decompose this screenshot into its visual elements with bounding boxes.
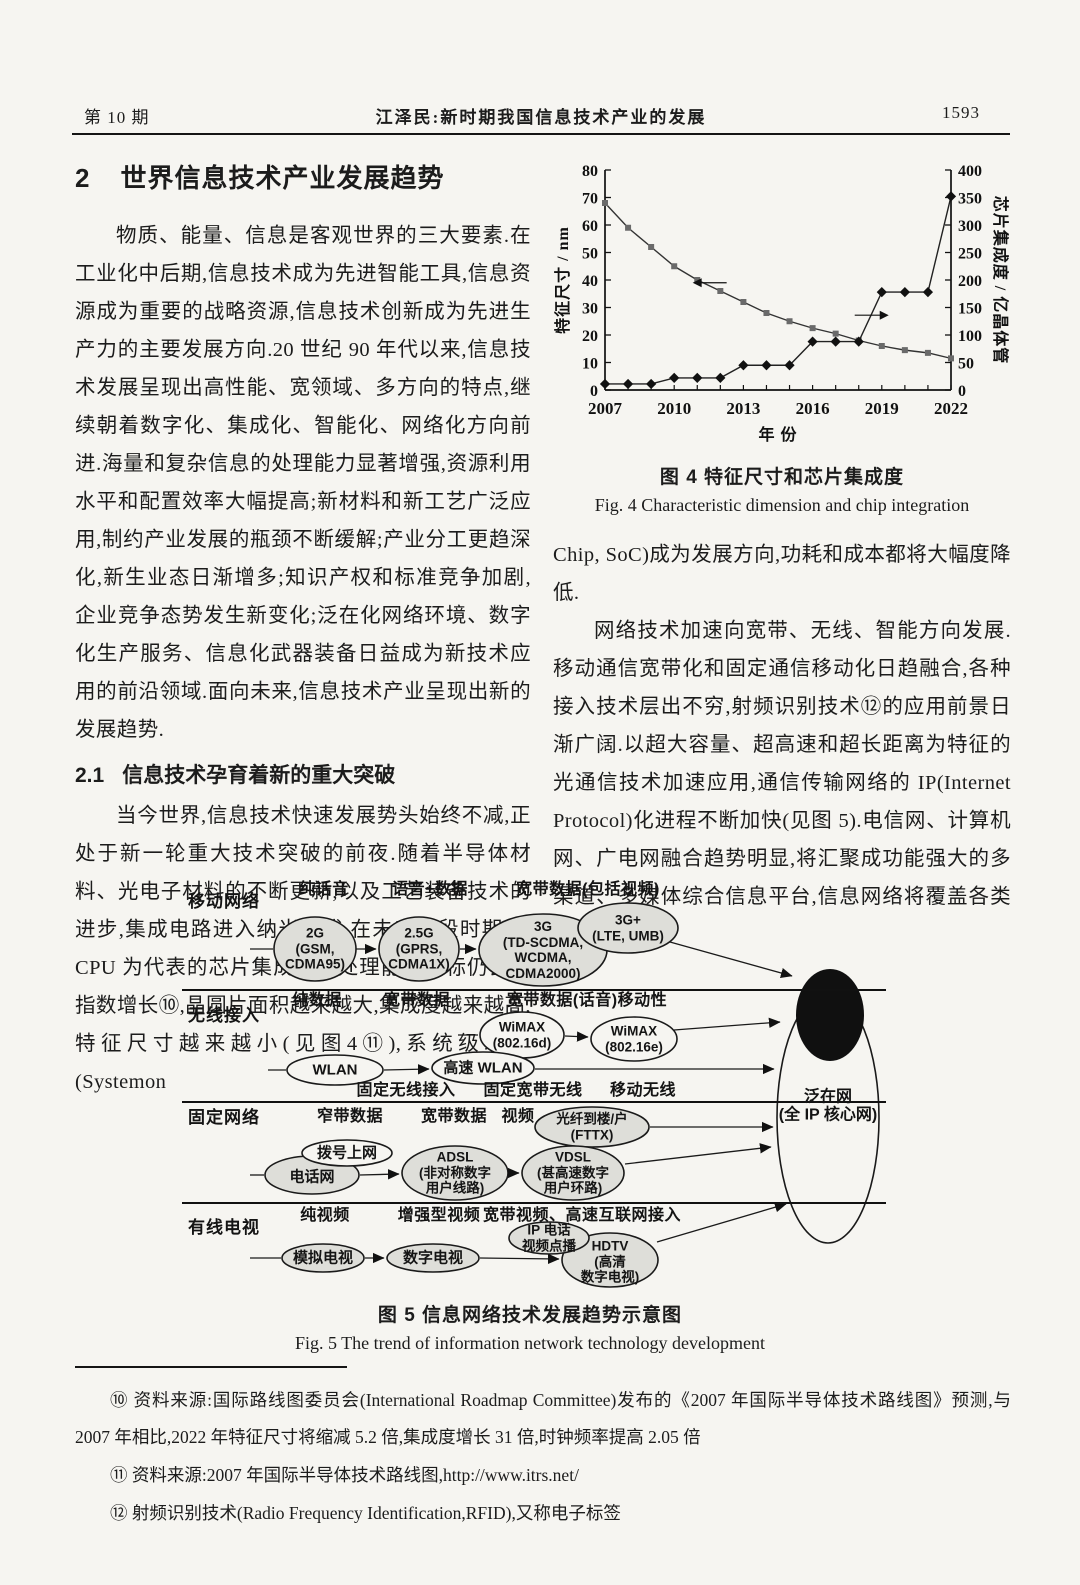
fig5-header: 固定宽带无线	[483, 1081, 583, 1099]
fig5-row-label: 移动网络	[188, 892, 260, 911]
svg-text:80: 80	[582, 163, 598, 180]
fig5-header: 固定无线接入	[356, 1081, 456, 1099]
header-rule	[72, 133, 1010, 135]
svg-text:250: 250	[958, 246, 982, 263]
subsection-heading: 2.1 信息技术孕育着新的重大突破	[75, 759, 531, 789]
svg-text:350: 350	[958, 191, 982, 208]
right-column: 0 10 20 30 40 50 60 70 80 0 50 100 150 200 250 300 350 40…	[553, 148, 1011, 954]
fig5-header: 纯数据	[292, 991, 342, 1009]
svg-text:2022: 2022	[934, 399, 968, 418]
svg-text:50: 50	[958, 356, 974, 373]
svg-text:300: 300	[958, 218, 982, 235]
subsection-number: 2.1	[75, 764, 105, 787]
fig5-header: 宽带视频、高速互联网接入	[482, 1206, 682, 1224]
fig5-shapes	[182, 902, 886, 1288]
svg-text:60: 60	[582, 218, 598, 235]
fig4-caption-en: Fig. 4 Characteristic dimension and chip…	[594, 495, 970, 515]
svg-text:40: 40	[582, 273, 598, 290]
fig5-captions: 图 5 信息网络技术发展趋势示意图 Fig. 5 The trend of in…	[75, 1292, 985, 1354]
paragraph: 网络技术加速向宽带、无线、智能方向发展.移动通信宽带化和固定通信移动化日趋融合,…	[553, 620, 1011, 946]
page-header: 第 10 期 江泽民:新时期我国信息技术产业的发展 1593	[72, 103, 1010, 129]
fig5-node-vdsl: VDSL (甚高速数字 用户环路)	[537, 1149, 609, 1196]
fig5-node-wlan: WLAN	[312, 1061, 358, 1079]
fig5-header: 宽带数据	[383, 991, 451, 1009]
footnote: ⑪ 资料来源:2007 年国际半导体技术路线图,http://www.itrs.…	[110, 1465, 579, 1485]
fig4-line-chart: 0 10 20 30 40 50 60 70 80 0 50 100 150 200 250 300 350 40…	[553, 163, 1010, 444]
black-oval	[796, 969, 864, 1061]
fig5-node-ip-phone-vod: IP 电话 视频点播	[522, 1222, 576, 1253]
svg-text:100: 100	[958, 328, 982, 345]
fig5-header: 宽带数据	[420, 1107, 488, 1125]
svg-text:50: 50	[582, 246, 598, 263]
footnote: ⑩ 资料来源:国际路线图委员会(International Roadmap Co…	[75, 1390, 1011, 1447]
fig5-header: 纯话音	[299, 880, 349, 898]
page-number: 1593	[942, 103, 980, 122]
fig5-node-pstn: 电话网	[289, 1168, 335, 1186]
svg-text:2007: 2007	[588, 399, 623, 418]
fig4-caption-zh: 图 4 特征尺寸和芯片集成度	[659, 467, 905, 488]
footnote: ⑫ 射频识别技术(Radio Frequency Identification,…	[110, 1503, 621, 1523]
fig5-header: 语音+数据	[392, 880, 468, 898]
fig5-header: 宽带数据(包括视频)	[516, 880, 660, 898]
fig5-diagram: 移动网络 无线接入 固定网络 有线电视 纯话音 语音+数据 宽带数据(包括视频)…	[170, 860, 930, 1290]
fig5-row-label: 无线接入	[188, 1006, 260, 1025]
fig5-header: 窄带数据	[316, 1107, 384, 1125]
fig5-header: 视频	[501, 1107, 535, 1125]
fig5-node-3g-plus: 3G+ (LTE, UMB)	[592, 912, 664, 943]
fig5-header: 宽带数据(话音)移动性	[506, 991, 668, 1009]
svg-text:30: 30	[582, 301, 598, 318]
subsection-title: 信息技术孕育着新的重大突破	[122, 764, 396, 787]
section-number: 2	[75, 163, 91, 193]
section-title: 世界信息技术产业发展趋势	[120, 163, 445, 193]
svg-text:10: 10	[582, 356, 598, 373]
section-heading: 2 世界信息技术产业发展趋势	[75, 158, 531, 195]
footnotes: ⑩ 资料来源:国际路线图委员会(International Roadmap Co…	[75, 1382, 1011, 1533]
fig5-node-2-5g: 2.5G (GPRS, CDMA1X)	[388, 925, 450, 972]
fig5-caption-en: Fig. 5 The trend of information network …	[294, 1333, 766, 1353]
fig5-caption-zh: 图 5 信息网络技术发展趋势示意图	[377, 1305, 683, 1326]
svg-text:2013: 2013	[726, 399, 760, 418]
fig5-node-2g: 2G (GSM, CDMA95)	[284, 925, 346, 972]
svg-text:特征尺寸 / nm: 特征尺寸 / nm	[553, 226, 572, 334]
svg-text:0: 0	[590, 383, 598, 400]
svg-text:70: 70	[582, 191, 598, 208]
fig5-row-label: 有线电视	[188, 1218, 260, 1237]
fig5-header: 纯视频	[300, 1206, 350, 1224]
fig5-row-label: 固定网络	[188, 1108, 260, 1127]
svg-text:2016: 2016	[796, 399, 830, 418]
fig5-node-analog-tv: 模拟电视	[292, 1249, 354, 1267]
svg-text:0: 0	[958, 383, 966, 400]
fig5-header: 增强型视频	[397, 1206, 481, 1224]
issue-number: 第 10 期	[84, 108, 150, 127]
fig5-node-digital-tv: 数字电视	[402, 1249, 464, 1267]
svg-text:年 份: 年 份	[758, 425, 797, 444]
fig5-node-ubiquitous-network: 泛在网 (全 IP 核心网)	[778, 1088, 878, 1124]
fig5-node-hdtv: HDTV (高清 数字电视)	[580, 1238, 640, 1285]
running-title: 江泽民:新时期我国信息技术产业的发展	[375, 108, 707, 127]
fig5-header: 移动无线	[609, 1081, 677, 1099]
paragraph: 物质、能量、信息是客观世界的三大要素.在工业化中后期,信息技术成为先进智能工具,…	[75, 225, 531, 741]
svg-text:150: 150	[958, 301, 982, 318]
svg-text:芯片集成度 / 亿晶体管: 芯片集成度 / 亿晶体管	[991, 196, 1010, 364]
fig5-node-hs-wlan: 高速 WLAN	[443, 1059, 523, 1077]
fig5-node-wimax-e: WiMAX (802.16e)	[605, 1023, 663, 1054]
fig5-node-adsl: ADSL (非对称数字 用户线路)	[419, 1149, 491, 1196]
paragraph: Chip, SoC)成为发展方向,功耗和成本都将大幅度降低.	[553, 544, 1011, 604]
svg-text:400: 400	[958, 163, 982, 180]
svg-text:2019: 2019	[865, 399, 899, 418]
svg-text:20: 20	[582, 328, 598, 345]
fig5-node-3g: 3G (TD-SCDMA, WCDMA, CDMA2000)	[502, 918, 584, 981]
fig5-node-fttx: 光纤到楼/户 (FTTX)	[556, 1111, 628, 1142]
fig5-node-dialup: 拨号上网	[316, 1144, 378, 1162]
svg-text:2010: 2010	[657, 399, 691, 418]
footnote-rule	[75, 1366, 347, 1368]
fig5-node-wimax-d: WiMAX (802.16d)	[492, 1019, 552, 1050]
svg-text:200: 200	[958, 273, 982, 290]
